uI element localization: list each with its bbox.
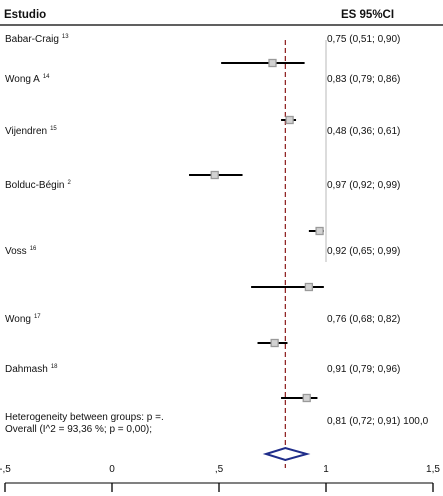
effect-size-label-1: 0,75 (0,51; 0,90) bbox=[327, 34, 400, 45]
x-tick-label-4: 1 bbox=[323, 464, 329, 475]
plot-layer: Babar-Craig 13 0,75 (0,51; 0,90) Wong A 14 0,… bbox=[0, 34, 440, 492]
point-marker-5 bbox=[304, 282, 314, 292]
overall-effect-size-label: 0,81 (0,72; 0,91) 100,0 bbox=[327, 416, 429, 427]
x-tick-label-1: -,5 bbox=[0, 464, 11, 475]
study-column-header: Estudio bbox=[4, 9, 46, 21]
study-label-1: Babar-Craig 13 bbox=[5, 34, 69, 45]
study-label-3: Vijendren 15 bbox=[5, 126, 57, 137]
heterogeneity-label: Heterogeneity between groups: p =. bbox=[5, 412, 164, 423]
study-label-6: Wong 17 bbox=[5, 314, 41, 325]
es-column-header: ES 95%CI bbox=[341, 9, 394, 21]
effect-size-label-2: 0,83 (0,79; 0,86) bbox=[327, 74, 400, 85]
x-tick-label-5: 1,5 bbox=[426, 464, 440, 475]
study-label-2: Wong A 14 bbox=[5, 74, 50, 85]
effect-size-label-3: 0,48 (0,36; 0,61) bbox=[327, 126, 400, 137]
point-marker-1 bbox=[268, 58, 277, 68]
effect-size-label-7: 0,91 (0,79; 0,96) bbox=[327, 364, 400, 375]
point-marker-2 bbox=[285, 115, 294, 125]
x-tick-label-2: 0 bbox=[109, 464, 115, 475]
point-marker-3 bbox=[210, 170, 219, 180]
effect-size-label-6: 0,76 (0,68; 0,82) bbox=[327, 314, 400, 325]
point-marker-6 bbox=[270, 338, 279, 348]
effect-size-label-4: 0,97 (0,92; 0,99) bbox=[327, 180, 400, 191]
study-label-5: Voss 16 bbox=[5, 246, 37, 257]
overall-label: Overall (I^2 = 93,36 %; p = 0,00); bbox=[5, 424, 152, 435]
x-tick-label-3: ,5 bbox=[215, 464, 224, 475]
effect-size-label-5: 0,92 (0,65; 0,99) bbox=[327, 246, 400, 257]
study-label-4: Bolduc-Bégin 2 bbox=[5, 180, 71, 191]
point-marker-7 bbox=[302, 393, 311, 403]
study-label-7: Dahmash 18 bbox=[5, 364, 58, 375]
overall-diamond bbox=[262, 446, 311, 462]
point-marker-4 bbox=[315, 226, 324, 236]
